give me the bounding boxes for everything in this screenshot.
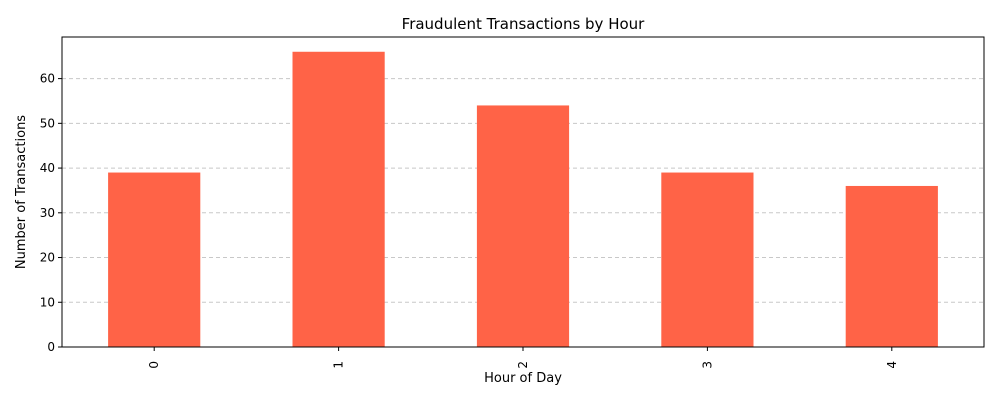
bars bbox=[108, 51, 938, 348]
y-tick-label: 20 bbox=[40, 251, 55, 265]
x-tick-label: 1 bbox=[332, 361, 346, 369]
y-tick-label: 10 bbox=[40, 295, 55, 309]
chart-title: Fraudulent Transactions by Hour bbox=[402, 15, 646, 33]
bar-hour-2 bbox=[476, 105, 570, 347]
x-tick-label: 2 bbox=[516, 361, 530, 369]
x-tick-label: 4 bbox=[885, 361, 899, 369]
y-axis-label: Number of Transactions bbox=[14, 115, 29, 269]
x-tick-label: 0 bbox=[147, 361, 161, 369]
y-tick-label: 60 bbox=[40, 72, 55, 86]
bar-hour-3 bbox=[661, 172, 754, 347]
y-tick-label: 0 bbox=[47, 340, 55, 354]
x-tick-label: 3 bbox=[700, 361, 714, 369]
y-tick-label: 40 bbox=[40, 161, 55, 175]
bar-hour-0 bbox=[108, 172, 201, 347]
bar-hour-4 bbox=[845, 185, 938, 347]
x-axis-label: Hour of Day bbox=[484, 371, 562, 386]
y-axis-ticks: 0 10 20 30 40 50 60 bbox=[40, 72, 62, 354]
y-tick-label: 50 bbox=[40, 116, 55, 130]
bar-hour-1 bbox=[292, 51, 385, 348]
x-axis-ticks: 0 1 2 3 4 bbox=[147, 347, 899, 369]
y-tick-label: 30 bbox=[40, 206, 55, 220]
